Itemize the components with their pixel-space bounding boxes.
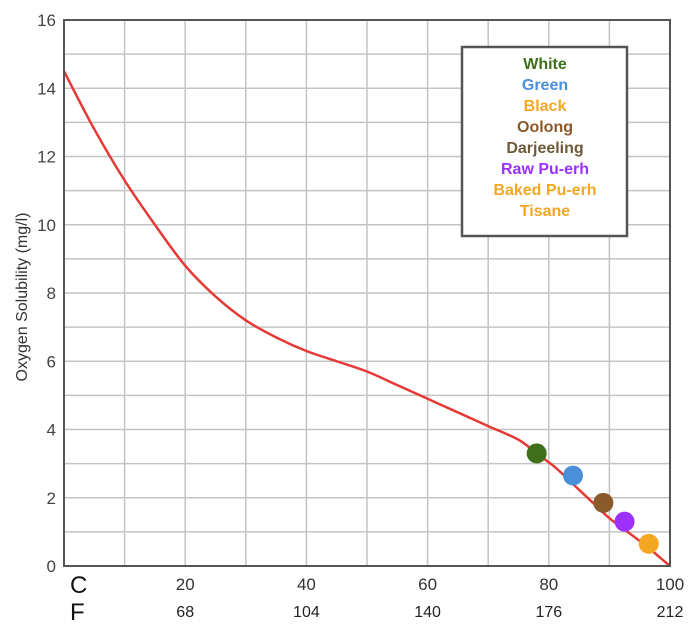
y-tick-label: 4 [47, 421, 56, 440]
legend-entry-oolong: Oolong [517, 119, 573, 136]
celsius-unit-label: C [70, 572, 87, 599]
legend-entry-white: White [523, 56, 567, 73]
tea-points [526, 443, 659, 554]
legend-entry-green: Green [522, 77, 568, 94]
data-point-baked-pu-erh [638, 533, 659, 554]
x-tick-label-fahrenheit: 68 [176, 604, 194, 621]
legend-entries: White Green Black Oolong Darjeeling Raw Pu-er… [493, 56, 596, 220]
y-tick-label: 16 [37, 11, 56, 30]
data-point-white [526, 443, 547, 464]
x-tick-label-fahrenheit: 212 [657, 604, 684, 621]
legend-box [460, 45, 629, 238]
y-tick-label: 10 [37, 216, 56, 235]
legend-entry-raw-pu-erh: Raw Pu-erh [501, 161, 589, 178]
y-tick-label: 14 [37, 79, 56, 98]
data-point-oolong [593, 492, 614, 513]
plot-frame [63, 19, 671, 567]
fahrenheit-unit-label: F [70, 599, 85, 626]
y-tick-label: 0 [47, 557, 56, 576]
solubility-curve [62, 70, 671, 567]
y-tick-label: 8 [47, 284, 56, 303]
y-tick-label: 12 [37, 148, 56, 167]
legend-entry-tisane: Tisane [520, 203, 571, 220]
x-tick-label-fahrenheit: 176 [535, 604, 562, 621]
x-tick-label-fahrenheit: 140 [414, 604, 441, 621]
y-tick-label: 6 [47, 352, 56, 371]
legend-entry-baked-pu-erh: Baked Pu-erh [493, 182, 596, 199]
data-point-green [563, 465, 584, 486]
x-tick-label-celsius: 40 [297, 575, 316, 594]
x-tick-label-celsius: 20 [176, 575, 195, 594]
x-tick-label-celsius: 80 [539, 575, 558, 594]
x-tick-label-celsius: 60 [418, 575, 437, 594]
legend-entry-darjeeling: Darjeeling [506, 140, 583, 157]
data-point-raw-pu-erh [614, 511, 635, 532]
y-tick-label: 2 [47, 489, 56, 508]
legend: White Green Black Oolong Darjeeling Raw Pu-er… [460, 45, 629, 238]
x-tick-label-fahrenheit: 104 [293, 604, 320, 621]
x-tick-label-celsius: 100 [656, 575, 684, 594]
legend-entry-black: Black [524, 98, 567, 115]
y-axis-label: Oxygen Solubility (mg/l) [14, 213, 31, 382]
